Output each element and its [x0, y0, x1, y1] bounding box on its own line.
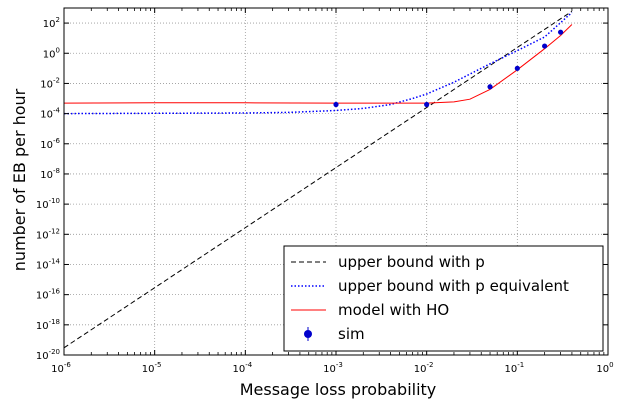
sim-point — [333, 101, 339, 108]
y-tick-label: 10-8 — [40, 167, 60, 181]
sim-point — [557, 29, 564, 35]
legend-label-sim: sim — [338, 325, 365, 343]
y-tick-label: 10-2 — [40, 76, 60, 90]
series-upper-bound-line — [63, 10, 573, 349]
x-tick-label: 10-1 — [504, 361, 524, 375]
legend-box — [283, 245, 604, 352]
sim-point — [514, 65, 520, 71]
ticks — [63, 8, 609, 356]
legend: upper bound with p upper bound with p eq… — [283, 245, 604, 352]
y-tick-label: 10-12 — [36, 227, 60, 241]
x-tick-label: 10-2 — [414, 361, 434, 375]
sim-point — [487, 84, 493, 90]
x-tick-label: 10-4 — [232, 361, 252, 375]
sim-point — [424, 101, 430, 108]
y-tick-label: 10-10 — [36, 197, 60, 211]
y-tick-label: 102 — [43, 16, 60, 30]
legend-marker-sim — [304, 330, 312, 338]
x-tick-label: 10-3 — [323, 361, 343, 375]
series-model-ho-line — [63, 24, 573, 104]
x-tick-label: 100 — [596, 361, 613, 375]
y-tick-label: 10-4 — [40, 107, 60, 121]
sim-point — [542, 43, 548, 49]
legend-label-model-ho: model with HO — [338, 301, 449, 319]
y-tick-label: 10-6 — [40, 137, 60, 151]
x-axis-label: Message loss probability — [240, 380, 437, 399]
y-axis-label: number of EB per hour — [10, 88, 29, 271]
x-tick-label: 10-5 — [142, 361, 162, 375]
y-tick-label: 10-20 — [36, 348, 60, 362]
series-layer — [63, 10, 573, 349]
y-tick-label: 10-16 — [36, 288, 61, 302]
x-tick-label: 10-6 — [51, 361, 71, 375]
legend-label-upper-bound: upper bound with p — [338, 253, 485, 271]
y-tick-label: 10-14 — [36, 257, 61, 271]
y-tick-label: 100 — [43, 46, 60, 60]
y-tick-label: 10-18 — [36, 318, 60, 332]
legend-label-upper-bound-equivalent: upper bound with p equivalent — [338, 277, 569, 295]
tick-labels: 10-6 10-5 10-4 10-3 10-2 10-1 100 10-20 10-18 10-… — [36, 16, 614, 375]
